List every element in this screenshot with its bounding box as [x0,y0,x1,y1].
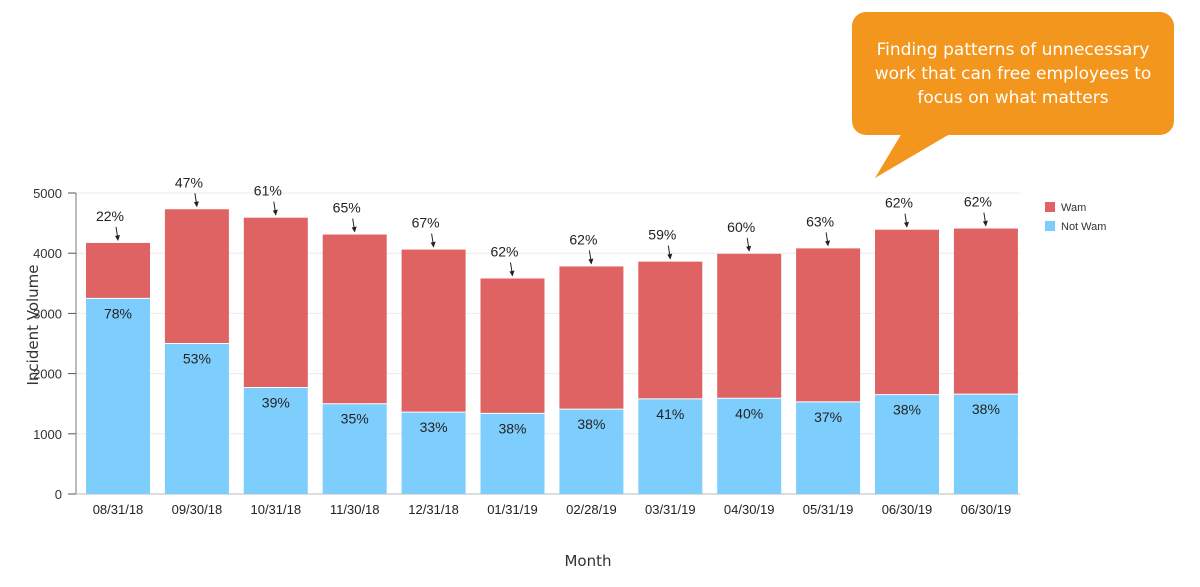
label-pointer-head [982,220,988,227]
y-tick-label: 2000 [33,367,62,382]
bars [86,209,1018,494]
y-axis-label: Incident Volume [24,264,42,385]
bar-not-wam [164,343,229,494]
legend: Wam Not Wam [1045,202,1106,233]
bar-not-wam [717,398,782,494]
label-pointer-head [509,270,515,277]
x-tick-label: 09/30/18 [172,502,223,517]
data-label-wam: 47% [175,174,203,190]
data-label-wam: 62% [490,243,518,259]
bar-wam [796,248,861,402]
bar-not-wam [86,298,150,494]
legend-label: Wam [1061,202,1086,214]
data-label-wam: 61% [254,183,282,199]
label-pointer-head [904,221,909,228]
data-label-not-wam: 39% [262,394,290,410]
x-tick-label: 02/28/19 [566,502,617,517]
data-label-not-wam: 40% [735,405,763,421]
label-pointer-head [115,234,120,241]
x-tick-label: 08/31/18 [93,502,144,517]
x-tick-label: 11/30/18 [330,502,380,517]
data-label-not-wam: 38% [893,402,921,418]
data-label-wam: 62% [885,195,913,211]
x-tick-label: 05/31/19 [803,502,854,517]
data-label-wam: 22% [96,208,124,224]
annotation-callout: Finding patterns of unnecessary work tha… [852,12,1174,135]
callout-tail [875,128,960,178]
label-pointer-head [193,201,199,208]
bar-not-wam [638,398,703,494]
bar-wam [322,234,387,404]
bar-not-wam [322,403,387,494]
x-tick-label: 01/31/19 [487,502,538,517]
x-tick-label: 12/31/18 [408,502,459,517]
y-tick-label: 5000 [33,186,62,201]
data-label-wam: 63% [806,213,834,229]
x-tick-label: 06/30/19 [882,502,933,517]
callout-text: Finding patterns of unnecessary work tha… [874,39,1152,108]
data-labels: 78% 22% 53% 47% 39% 61% 35% 65% 33% 67% 38% 62% 38% 6… [96,174,1000,436]
bar-not-wam [401,412,466,494]
bar-not-wam [480,413,545,494]
bar-wam [243,217,308,388]
bar-wam [875,229,939,395]
label-pointer-head [272,209,278,216]
y-tick-label: 1000 [33,427,62,442]
bar-not-wam [243,387,308,494]
label-pointer-head [667,253,673,260]
y-tick-label: 0 [55,487,62,502]
x-tick-label: 03/31/19 [645,502,696,517]
legend-swatch [1045,202,1055,212]
data-label-wam: 65% [333,200,361,216]
bar-wam [164,209,229,344]
legend-swatch [1045,221,1055,231]
data-label-not-wam: 35% [341,411,369,427]
bar-not-wam [875,394,939,494]
label-pointer-head [351,226,357,233]
bar-wam [638,261,703,399]
y-tick-label: 3000 [33,306,62,321]
data-label-wam: 62% [964,194,992,210]
bar-wam [86,242,150,299]
bar-wam [559,266,624,410]
data-label-not-wam: 38% [972,401,1000,417]
legend-label: Not Wam [1061,221,1106,233]
data-label-not-wam: 53% [183,351,211,367]
x-tick-label: 06/30/19 [961,502,1012,517]
label-pointer-head [430,241,436,248]
data-label-not-wam: 38% [577,416,605,432]
data-label-not-wam: 33% [420,419,448,435]
data-label-not-wam: 37% [814,409,842,425]
axes: 0 1000 2000 3000 4000 5000 08/31/18 09/30/18 10/… [33,186,1020,517]
y-tick-label: 4000 [33,246,62,261]
x-tick-label: 10/31/18 [250,502,301,517]
data-label-wam: 59% [648,227,676,243]
data-label-not-wam: 38% [498,420,526,436]
label-pointer-head [825,240,831,247]
label-pointer-head [588,258,594,265]
data-label-not-wam: 78% [104,305,132,321]
bar-wam [480,278,545,414]
x-tick-label: 04/30/19 [724,502,775,517]
data-label-not-wam: 41% [656,406,684,422]
bar-wam [401,249,466,413]
x-axis-label: Month [564,552,611,570]
bar-not-wam [559,409,624,494]
data-label-wam: 67% [412,215,440,231]
bar-wam [953,228,1018,395]
bar-not-wam [953,394,1018,494]
bar-not-wam [796,401,861,494]
data-label-wam: 60% [727,219,755,235]
label-pointer-head [746,245,752,252]
data-label-wam: 62% [569,231,597,247]
bar-wam [717,253,782,399]
